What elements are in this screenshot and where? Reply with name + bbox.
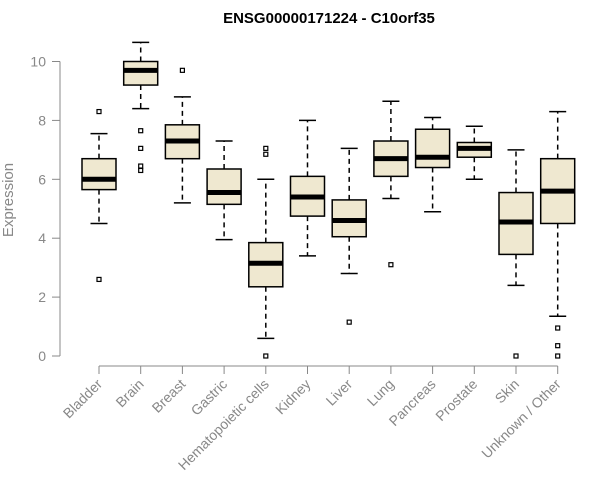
outlier-point: [555, 343, 561, 349]
box-kidney: [289, 119, 326, 257]
boxes-group: [81, 41, 576, 359]
box-breast: [164, 67, 201, 204]
iqr-box: [206, 168, 242, 206]
y-axis-title: Expression: [0, 163, 17, 237]
box-lung: [373, 100, 409, 268]
box-gastric: [206, 140, 242, 241]
outlier-point: [555, 325, 561, 331]
y-tick-label: 6: [38, 171, 46, 187]
box-brain: [122, 41, 159, 174]
x-tick-label: Skin: [492, 376, 523, 407]
iqr-box: [122, 60, 159, 86]
outlier-point: [96, 276, 102, 283]
box-liver: [331, 147, 367, 325]
iqr-box: [81, 157, 117, 191]
box-pancreas: [414, 116, 451, 213]
x-tick-label: Bladder: [60, 376, 106, 422]
y-tick-label: 2: [38, 289, 46, 305]
outlier-point: [513, 353, 519, 359]
box-unknown-other: [539, 110, 576, 359]
outlier-point: [138, 128, 144, 134]
y-tick-label: 0: [38, 348, 46, 364]
outlier-point: [138, 163, 144, 169]
y-tick-label: 10: [30, 54, 46, 70]
y-tick-label: 4: [38, 230, 46, 246]
outlier-point: [263, 145, 269, 151]
x-tick-label: Unknown / Other: [478, 376, 564, 462]
outlier-point: [138, 167, 144, 174]
outlier-point: [555, 353, 561, 359]
box-skin: [498, 149, 534, 359]
iqr-box: [414, 128, 451, 169]
x-tick-label: Brain: [112, 376, 146, 410]
y-tick-label: 8: [38, 112, 46, 128]
outlier-point: [346, 319, 352, 325]
x-tick-label: Liver: [323, 376, 356, 409]
x-tick-label: Prostate: [432, 376, 480, 424]
outlier-point: [96, 108, 102, 115]
x-tick-label: Lung: [364, 376, 397, 409]
box-hematopoietic-cells: [248, 145, 284, 359]
outlier-point: [388, 262, 394, 268]
x-tick-label: Breast: [149, 376, 189, 416]
chart-title: ENSG00000171224 - C10orf35: [223, 10, 435, 27]
y-axis: 0 2 4 6 8 10: [30, 54, 61, 364]
x-tick-label: Kidney: [272, 376, 314, 418]
outlier-point: [179, 67, 185, 73]
outlier-point: [263, 151, 269, 157]
outlier-point: [263, 353, 269, 359]
outlier-point: [138, 145, 144, 151]
box-bladder: [81, 108, 117, 283]
box-prostate: [456, 125, 493, 181]
